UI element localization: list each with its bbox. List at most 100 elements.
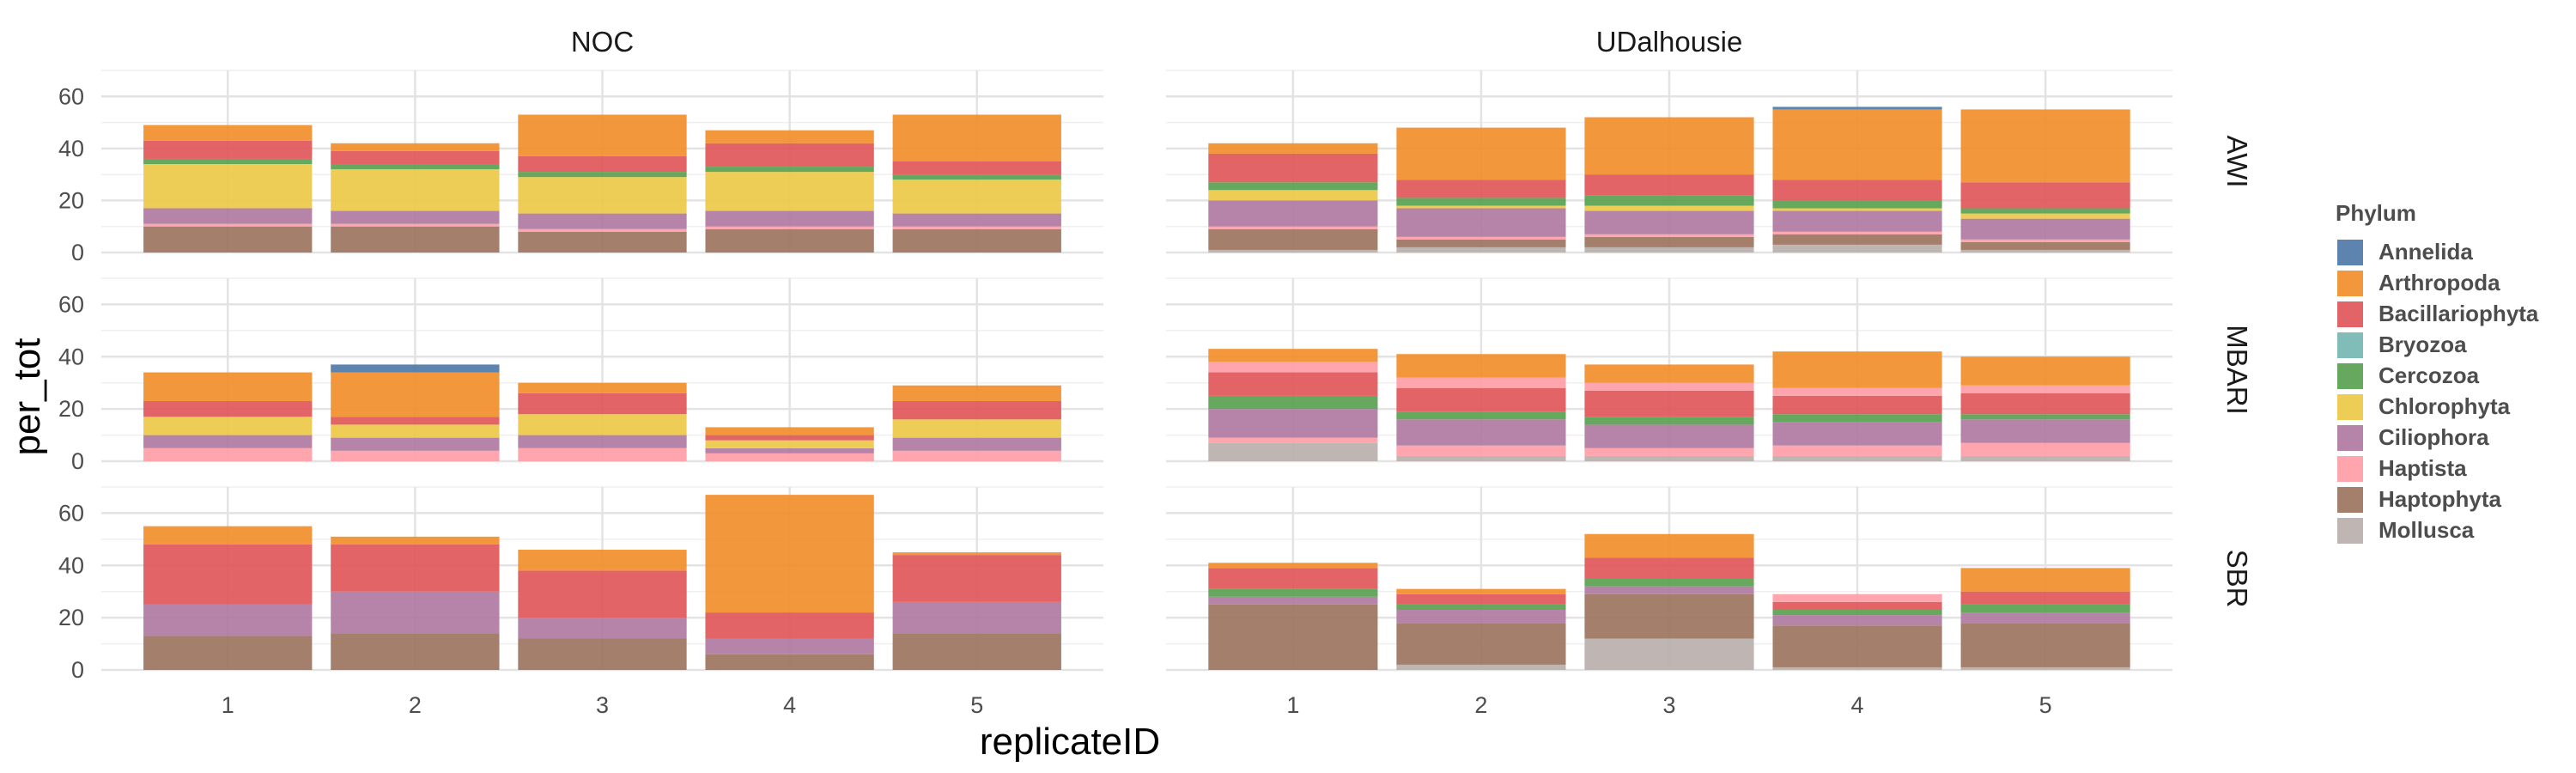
x-tick-label: 1 (1286, 692, 1299, 718)
legend-swatch (2337, 456, 2363, 482)
legend-swatch (2337, 240, 2363, 265)
bar-segment-haptophyta (1960, 241, 2130, 250)
bar-segment-cercozoa (705, 167, 874, 173)
bar-segment-haptophyta (892, 228, 1061, 253)
bar-segment-arthropoda (143, 125, 313, 141)
bar-segment-ciliophora (143, 604, 313, 636)
bar-segment-bacillariophyta (1960, 591, 2130, 605)
bar-segment-haptophyta (1208, 604, 1378, 670)
bar-segment-ciliophora (892, 437, 1061, 451)
bar-segment-haptista (1396, 377, 1566, 388)
bar-segment-haptista (1960, 442, 2130, 456)
bar-segment-haptista (143, 447, 313, 461)
bar-segment-ciliophora (518, 435, 687, 448)
bar-segment-cercozoa (518, 172, 687, 178)
bar-segment-cercozoa (1584, 578, 1754, 587)
y-tick-label: 40 (58, 136, 84, 161)
bar-segment-ciliophora (331, 591, 500, 634)
bar-segment-arthropoda (1960, 356, 2130, 386)
bar-segment-haptista (1396, 445, 1566, 456)
bar-segment-arthropoda (705, 427, 874, 435)
bar-segment-mollusca (1396, 664, 1566, 670)
bar-segment-ciliophora (705, 210, 874, 227)
bar-segment-mollusca (1208, 249, 1378, 253)
bar-segment-haptista (1584, 447, 1754, 456)
bar-segment-haptista (1584, 234, 1754, 237)
bar-segment-haptista (1772, 387, 1942, 396)
legend-label: Mollusca (2379, 517, 2475, 543)
bar-segment-annelida (1772, 107, 1942, 110)
bar-segment-haptista (892, 450, 1061, 461)
bar-segment-cercozoa (1208, 182, 1378, 191)
bar-segment-bacillariophyta (1772, 395, 1942, 415)
bar-segment-chlorophyta (143, 164, 313, 209)
bar-segment-bacillariophyta (892, 161, 1061, 175)
bar-segment-haptista (892, 226, 1061, 229)
bar-segment-arthropoda (892, 552, 1061, 556)
bar-segment-bacillariophyta (1208, 372, 1378, 396)
y-tick-label: 0 (71, 240, 84, 265)
bar-segment-cercozoa (1396, 198, 1566, 206)
bar-segment-haptophyta (1960, 623, 2130, 667)
bar-segment-haptista (1208, 226, 1378, 229)
bar-segment-ciliophora (1208, 409, 1378, 438)
bar-segment-arthropoda (1584, 117, 1754, 175)
bar-segment-haptophyta (1772, 625, 1942, 667)
legend-label: Annelida (2379, 239, 2473, 265)
bar-segment-haptophyta (143, 226, 313, 253)
bar-segment-arthropoda (705, 495, 874, 613)
bar-segment-mollusca (1584, 638, 1754, 670)
y-tick-label: 20 (58, 605, 84, 630)
bar-segment-arthropoda (1396, 588, 1566, 594)
bar-segment-chlorophyta (892, 419, 1061, 438)
bar-segment-haptophyta (331, 226, 500, 253)
bar-segment-mollusca (1960, 666, 2130, 670)
bar-segment-haptista (1584, 382, 1754, 391)
bar-segment-ciliophora (1960, 218, 2130, 240)
bar-segment-haptista (518, 447, 687, 461)
bar-segment-mollusca (1772, 244, 1942, 253)
bar-segment-bacillariophyta (705, 435, 874, 441)
bar-segment-cercozoa (1960, 604, 2130, 613)
bar-segment-bacillariophyta (1396, 180, 1566, 198)
bar-segment-haptista (331, 450, 500, 461)
bar-segment-bacillariophyta (1208, 568, 1378, 589)
bar-segment-bacillariophyta (1960, 393, 2130, 415)
bar-segment-arthropoda (331, 536, 500, 545)
bar-segment-haptophyta (1584, 236, 1754, 247)
bar-segment-ciliophora (1584, 586, 1754, 594)
bar-segment-ciliophora (1584, 210, 1754, 234)
bar-segment-bacillariophyta (143, 544, 313, 605)
bar-segment-ciliophora (518, 618, 687, 639)
legend-swatch (2337, 394, 2363, 420)
bar-segment-arthropoda (1960, 568, 2130, 592)
x-tick-label: 3 (596, 692, 609, 718)
bar-segment-ciliophora (892, 213, 1061, 227)
bar-segment-chlorophyta (1208, 190, 1378, 201)
bar-segment-cercozoa (1208, 588, 1378, 597)
x-tick-label: 2 (1474, 692, 1487, 718)
bar-segment-haptista (331, 223, 500, 227)
bar-segment-bacillariophyta (705, 143, 874, 167)
y-tick-label: 40 (58, 344, 84, 369)
legend-swatch (2337, 487, 2363, 513)
bar-segment-arthropoda (1208, 349, 1378, 362)
legend-label: Bryozoa (2379, 332, 2467, 357)
bar-segment-chlorophyta (331, 424, 500, 438)
bar-segment-arthropoda (1960, 109, 2130, 183)
bar-segment-arthropoda (518, 382, 687, 393)
bar-segment-ciliophora (1208, 200, 1378, 227)
legend-label: Arthropoda (2379, 270, 2500, 295)
bar-segment-haptista (1960, 239, 2130, 242)
y-tick-label: 20 (58, 396, 84, 422)
bar-segment-ciliophora (1396, 208, 1566, 237)
bar-segment-bacillariophyta (1396, 387, 1566, 412)
bar-segment-haptophyta (705, 654, 874, 670)
bar-segment-cercozoa (143, 158, 313, 165)
bar-segment-ciliophora (1772, 210, 1942, 232)
bar-segment-haptista (1772, 593, 1942, 602)
facet-column-label: NOC (571, 26, 634, 58)
bar-segment-mollusca (1584, 247, 1754, 253)
y-tick-label: 60 (58, 291, 84, 317)
bar-segment-haptophyta (1208, 228, 1378, 250)
